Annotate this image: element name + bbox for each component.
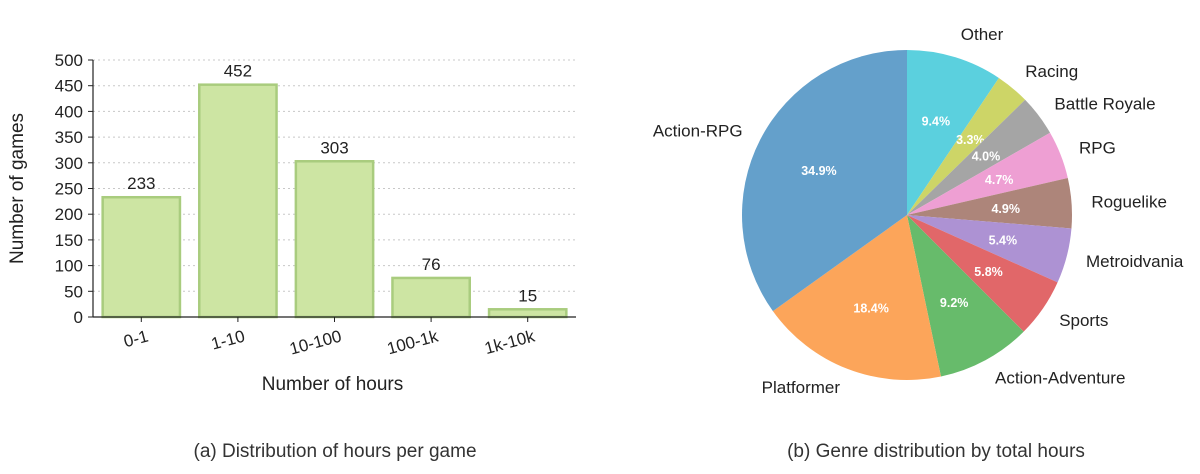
y-tick-label: 350	[55, 128, 83, 147]
pie-category-label: Roguelike	[1091, 193, 1167, 212]
x-tick-label: 1-10	[209, 327, 247, 354]
pie-category-label: Action-RPG	[653, 122, 743, 141]
y-tick-label: 250	[55, 180, 83, 199]
pie-slice-battle-royale	[907, 99, 1051, 215]
bar-10-100	[294, 160, 375, 319]
pie-slice-action-adventure	[907, 215, 1024, 377]
pie-category-label: Metroidvania	[1086, 252, 1184, 271]
pie-pct-label: 4.7%	[985, 173, 1014, 187]
pie-pct-label: 3.3%	[956, 133, 985, 147]
pie-category-label: Action-Adventure	[995, 368, 1125, 387]
bar-1-10	[198, 83, 278, 319]
pie-slice-metroidvania	[907, 215, 1072, 283]
y-tick-label: 0	[74, 308, 83, 327]
pie-pct-label: 18.4%	[853, 301, 888, 315]
pie-pct-label: 9.4%	[922, 114, 951, 128]
pie-pct-label: 5.8%	[974, 265, 1003, 279]
x-axis-title: Number of hours	[262, 374, 404, 395]
pie-category-label: Sports	[1059, 311, 1108, 330]
pie-category-label: RPG	[1079, 139, 1116, 158]
bar-chart-panel: 0 50 100 150 200 250 300 350 400 450 500 233 0-1 452 1…	[7, 51, 576, 395]
pie-pct-label: 4.0%	[972, 149, 1001, 163]
pie-pct-label: 9.2%	[940, 296, 969, 310]
y-tick-label: 50	[64, 282, 83, 301]
pie-chart-panel: 9.4% Other 3.3% Racing 4.0% Battle Royale 4.7%…	[600, 0, 1200, 474]
bar-value-label: 303	[320, 138, 348, 157]
bar-value-label: 233	[127, 174, 155, 193]
x-tick-label: 100-1k	[385, 326, 441, 358]
caption-genre-distribution: (b) Genre distribution by total hours	[787, 441, 1085, 462]
y-tick-label: 150	[55, 231, 83, 250]
caption-hours-distribution: (a) Distribution of hours per game	[193, 441, 477, 462]
y-tick-label: 300	[55, 154, 83, 173]
bar-value-label: 15	[518, 286, 537, 305]
y-axis-title: Number of games	[7, 113, 28, 264]
pie-pct-label: 34.9%	[801, 164, 836, 178]
pie-slice-sports	[907, 215, 1058, 332]
x-tick-label: 1k-10k	[483, 326, 538, 358]
pie-slice-other	[907, 50, 999, 215]
pie-slice-rpg	[907, 132, 1068, 215]
pie-category-label: Other	[961, 25, 1004, 44]
y-tick-label: 200	[55, 205, 83, 224]
pie-category-label: Platformer	[762, 378, 841, 397]
pie-pct-label: 4.9%	[991, 202, 1020, 216]
bar-value-label: 76	[422, 255, 441, 274]
x-tick-label: 0-1	[122, 327, 151, 352]
pie-slice-roguelike	[907, 177, 1072, 229]
bar-100-1k	[391, 276, 471, 319]
pie-slice-racing	[907, 77, 1026, 215]
pie-category-label: Battle Royale	[1054, 95, 1155, 114]
pie-category-label: Racing	[1025, 62, 1078, 81]
pie-slice-action-rpg	[742, 50, 907, 312]
bar-0-1	[101, 195, 182, 319]
y-tick-label: 500	[55, 51, 83, 70]
y-tick-label: 450	[55, 77, 83, 96]
pie-chart: 9.4% Other 3.3% Racing 4.0% Battle Royale 4.7%…	[653, 25, 1184, 397]
y-tick-label: 400	[55, 102, 83, 121]
pie-pct-label: 5.4%	[989, 234, 1018, 248]
x-tick-label: 10-100	[287, 327, 343, 359]
bar-value-label: 452	[224, 62, 252, 81]
bar-1k-10k	[487, 308, 568, 319]
y-tick-label: 100	[55, 257, 83, 276]
bar-chart: 0 50 100 150 200 250 300 350 400 450 500 233 0-1 452 1…	[7, 51, 576, 395]
pie-slice-platformer	[772, 215, 941, 380]
